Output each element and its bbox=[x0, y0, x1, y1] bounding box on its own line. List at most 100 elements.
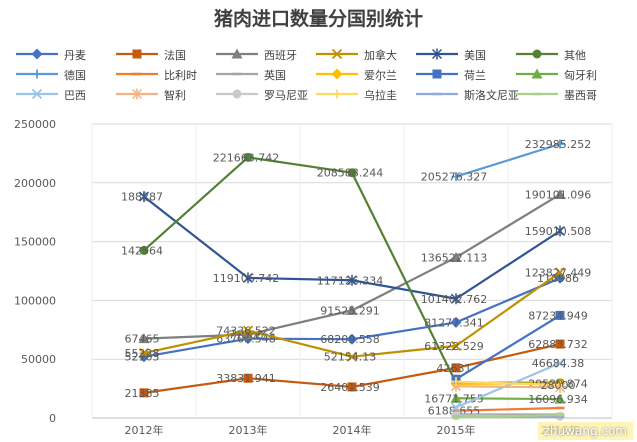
data-point bbox=[555, 139, 565, 149]
legend-swatch bbox=[216, 48, 258, 59]
data-point bbox=[346, 333, 358, 345]
legend-swatch bbox=[316, 48, 358, 60]
data-label: 52103 bbox=[125, 351, 160, 364]
data-point bbox=[555, 380, 565, 390]
legend-label: 英国 bbox=[264, 69, 286, 82]
data-label: 91525.291 bbox=[320, 304, 380, 317]
y-tick-label: 50000 bbox=[21, 353, 56, 366]
data-label: 190101.096 bbox=[525, 188, 591, 201]
data-point bbox=[138, 191, 150, 203]
data-label: 28000 bbox=[541, 379, 576, 392]
data-point bbox=[346, 274, 358, 286]
data-label: 119106.742 bbox=[213, 272, 279, 285]
legend-marker bbox=[31, 88, 43, 100]
legend-label: 乌拉圭 bbox=[364, 89, 397, 102]
series-line bbox=[455, 314, 561, 381]
data-label: 117126.334 bbox=[317, 274, 383, 287]
data-label: 55228 bbox=[125, 347, 160, 360]
legend-swatch bbox=[316, 89, 358, 99]
legend-label: 墨西哥 bbox=[564, 89, 597, 102]
legend-label: 比利时 bbox=[164, 69, 197, 82]
data-label: 232985.252 bbox=[525, 138, 591, 151]
data-point bbox=[347, 382, 357, 392]
data-point bbox=[554, 188, 566, 199]
legend-label: 罗马尼亚 bbox=[264, 89, 308, 102]
data-point bbox=[346, 351, 358, 362]
x-tick-label: 2014年 bbox=[333, 423, 372, 437]
data-label: 74336.522 bbox=[216, 325, 276, 338]
legend-marker bbox=[331, 68, 343, 80]
series-line bbox=[455, 380, 561, 387]
data-point bbox=[347, 168, 357, 178]
legend-label: 西班牙 bbox=[264, 49, 297, 62]
series-line bbox=[143, 156, 560, 384]
data-label: 188287 bbox=[121, 191, 163, 204]
legend-marker bbox=[332, 89, 342, 99]
legend-label: 巴西 bbox=[64, 89, 86, 102]
watermark: zhuwang.com bbox=[537, 422, 633, 440]
legend-swatch bbox=[16, 69, 58, 79]
x-tick-label: 2015年 bbox=[437, 423, 476, 437]
data-label: 33831.941 bbox=[216, 372, 276, 385]
data-label: 205276.327 bbox=[421, 171, 487, 184]
data-point bbox=[554, 225, 566, 237]
x-tick-label: 2012年 bbox=[125, 423, 164, 437]
y-tick-label: 250000 bbox=[14, 118, 56, 131]
data-label: 21385 bbox=[125, 387, 160, 400]
data-label: 42631 bbox=[437, 362, 472, 375]
data-point bbox=[242, 328, 254, 339]
legend-swatch bbox=[216, 89, 258, 99]
legend-swatch bbox=[516, 68, 558, 79]
legend-label: 丹麦 bbox=[64, 49, 86, 62]
data-label: 16096.934 bbox=[528, 393, 588, 406]
data-point bbox=[138, 347, 150, 359]
data-point bbox=[243, 373, 253, 383]
data-point bbox=[555, 310, 565, 320]
data-label: 52154.13 bbox=[324, 351, 377, 364]
legend-swatch bbox=[416, 69, 458, 79]
series-line bbox=[455, 406, 561, 412]
legend-swatch bbox=[316, 68, 358, 80]
data-label: 208588.244 bbox=[317, 167, 383, 180]
data-point bbox=[138, 351, 150, 363]
data-label: 67465 bbox=[125, 333, 160, 346]
data-label: 26401.539 bbox=[320, 381, 380, 394]
legend-swatch bbox=[416, 48, 458, 60]
data-point bbox=[138, 333, 150, 344]
chart-title: 猪肉进口数量分国别统计 bbox=[213, 8, 423, 30]
data-label: 62883.732 bbox=[528, 338, 588, 351]
x-tick-label: 2013年 bbox=[229, 423, 268, 437]
legend-swatch bbox=[16, 48, 58, 60]
data-label: 61322.529 bbox=[424, 340, 484, 353]
data-point bbox=[554, 393, 566, 404]
data-point bbox=[346, 304, 358, 315]
data-point bbox=[242, 272, 254, 284]
data-point bbox=[554, 272, 566, 284]
data-point bbox=[554, 357, 566, 369]
data-point bbox=[450, 402, 462, 413]
legend-marker bbox=[532, 49, 542, 59]
y-tick-label: 200000 bbox=[14, 177, 56, 190]
data-point bbox=[450, 316, 462, 328]
legend-swatch bbox=[516, 92, 558, 96]
data-label: 123827.449 bbox=[525, 266, 591, 279]
data-label: 68209.558 bbox=[320, 333, 380, 346]
legend-label: 美国 bbox=[464, 49, 486, 62]
legend-marker bbox=[331, 48, 343, 60]
data-point bbox=[243, 152, 253, 162]
legend-label: 其他 bbox=[564, 49, 586, 62]
data-label: 81277.341 bbox=[424, 316, 484, 329]
data-point bbox=[554, 267, 566, 278]
legend-label: 匈牙利 bbox=[564, 69, 597, 82]
series-line bbox=[455, 142, 561, 178]
data-label: 87234.949 bbox=[528, 309, 588, 322]
legend-label: 斯洛文尼亚 bbox=[464, 89, 519, 102]
data-point bbox=[139, 245, 149, 255]
legend-swatch bbox=[416, 92, 458, 96]
y-tick-label: 100000 bbox=[14, 294, 56, 307]
data-point bbox=[450, 251, 462, 262]
data-label: 101402.762 bbox=[421, 293, 487, 306]
data-point bbox=[450, 340, 462, 352]
data-point bbox=[242, 325, 254, 336]
